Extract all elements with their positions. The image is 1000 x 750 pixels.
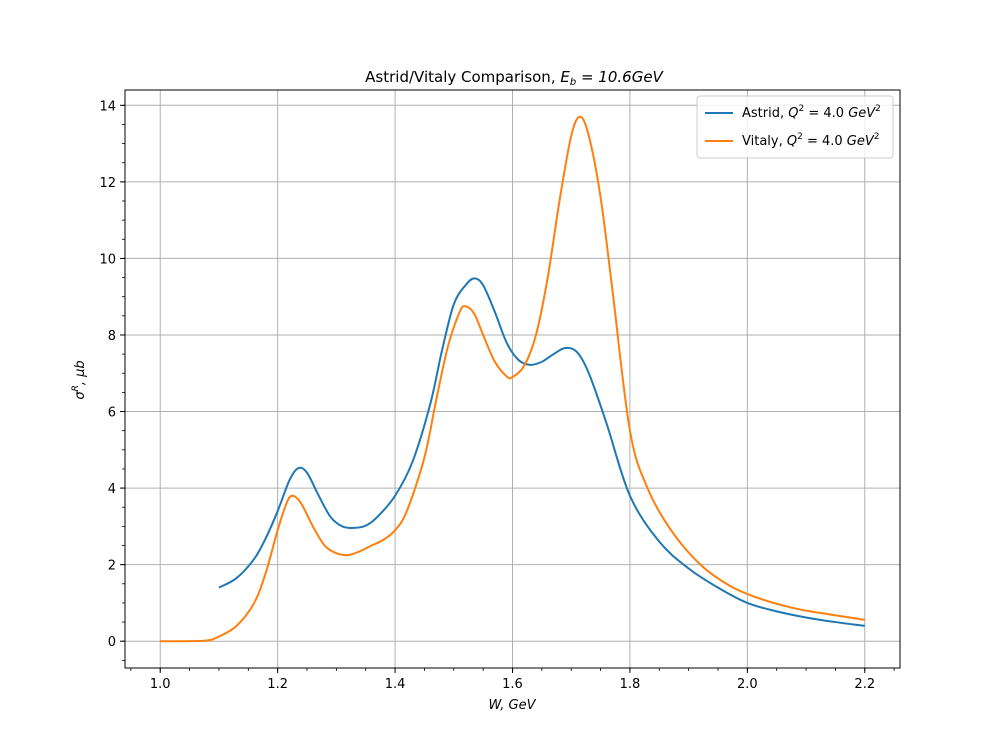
x-axis-label: W, GeV xyxy=(488,698,536,713)
legend-label-vitaly: Vitaly, Q2 = 4.0 GeV2 xyxy=(742,132,880,149)
y-tick-label: 6 xyxy=(108,406,116,421)
chart-title: Astrid/Vitaly Comparison, Eb = 10.6GeV xyxy=(365,68,664,88)
y-tick-label: 10 xyxy=(99,252,116,267)
series-line-vitaly xyxy=(160,115,865,643)
legend-frame xyxy=(696,95,894,159)
y-axis-label: σR, μb xyxy=(71,360,88,399)
y-tick-label: 0 xyxy=(108,635,116,650)
x-tick-label: 2.2 xyxy=(854,677,875,692)
x-tick-label: 1.2 xyxy=(267,677,288,692)
series-line-astrid xyxy=(218,277,865,627)
ticks: 1.0 1.2 1.4 1.6 1.8 2.0 2.2 0 2 4 6 8 10 12 14 xyxy=(99,99,895,692)
legend-label-astrid: Astrid, Q2 = 4.0 GeV2 xyxy=(742,104,881,121)
y-tick-label: 12 xyxy=(99,176,116,191)
grid xyxy=(125,90,900,668)
legend: Astrid, Q2 = 4.0 GeV2 Vitaly, Q2 = 4.0 G… xyxy=(696,95,894,159)
x-tick-label: 1.0 xyxy=(150,677,171,692)
x-tick-label: 1.6 xyxy=(502,677,523,692)
y-tick-label: 4 xyxy=(108,482,116,497)
x-tick-label: 2.0 xyxy=(737,677,758,692)
x-tick-label: 1.8 xyxy=(620,677,641,692)
x-tick-label: 1.4 xyxy=(385,677,406,692)
y-tick-label: 2 xyxy=(108,559,116,574)
series-group xyxy=(160,115,865,643)
y-tick-label: 8 xyxy=(108,329,116,344)
y-tick-label: 14 xyxy=(99,99,116,114)
